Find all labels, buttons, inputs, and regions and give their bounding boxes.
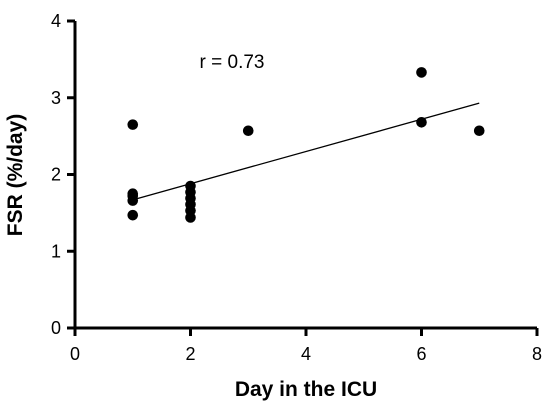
y-tick-label: 3 [51,88,61,108]
data-point [127,195,139,206]
x-ticks: 0 2 4 6 8 [70,328,542,364]
y-tick-label: 2 [51,165,61,185]
data-point [127,209,139,221]
axes [73,21,537,330]
data-point [416,117,427,128]
x-tick-label: 8 [532,344,542,364]
y-ticks: 0 1 2 3 4 [51,11,75,338]
x-tick-label: 6 [416,344,426,364]
y-tick-label: 1 [51,241,61,261]
data-point [473,125,485,137]
x-tick-label: 0 [70,344,80,364]
x-tick-label: 4 [301,344,311,364]
data-point [185,212,196,223]
data-point [416,67,427,78]
data-points [127,67,485,223]
y-tick-label: 4 [51,11,61,31]
y-tick-label: 0 [51,318,61,338]
x-tick-label: 2 [185,344,195,364]
x-axis-title: Day in the ICU [235,378,377,401]
data-point [242,125,254,137]
trend-line [132,102,480,201]
correlation-annotation: r = 0.73 [200,52,265,73]
y-axis-title: FSR (%/day) [4,114,27,237]
data-point [127,119,139,130]
